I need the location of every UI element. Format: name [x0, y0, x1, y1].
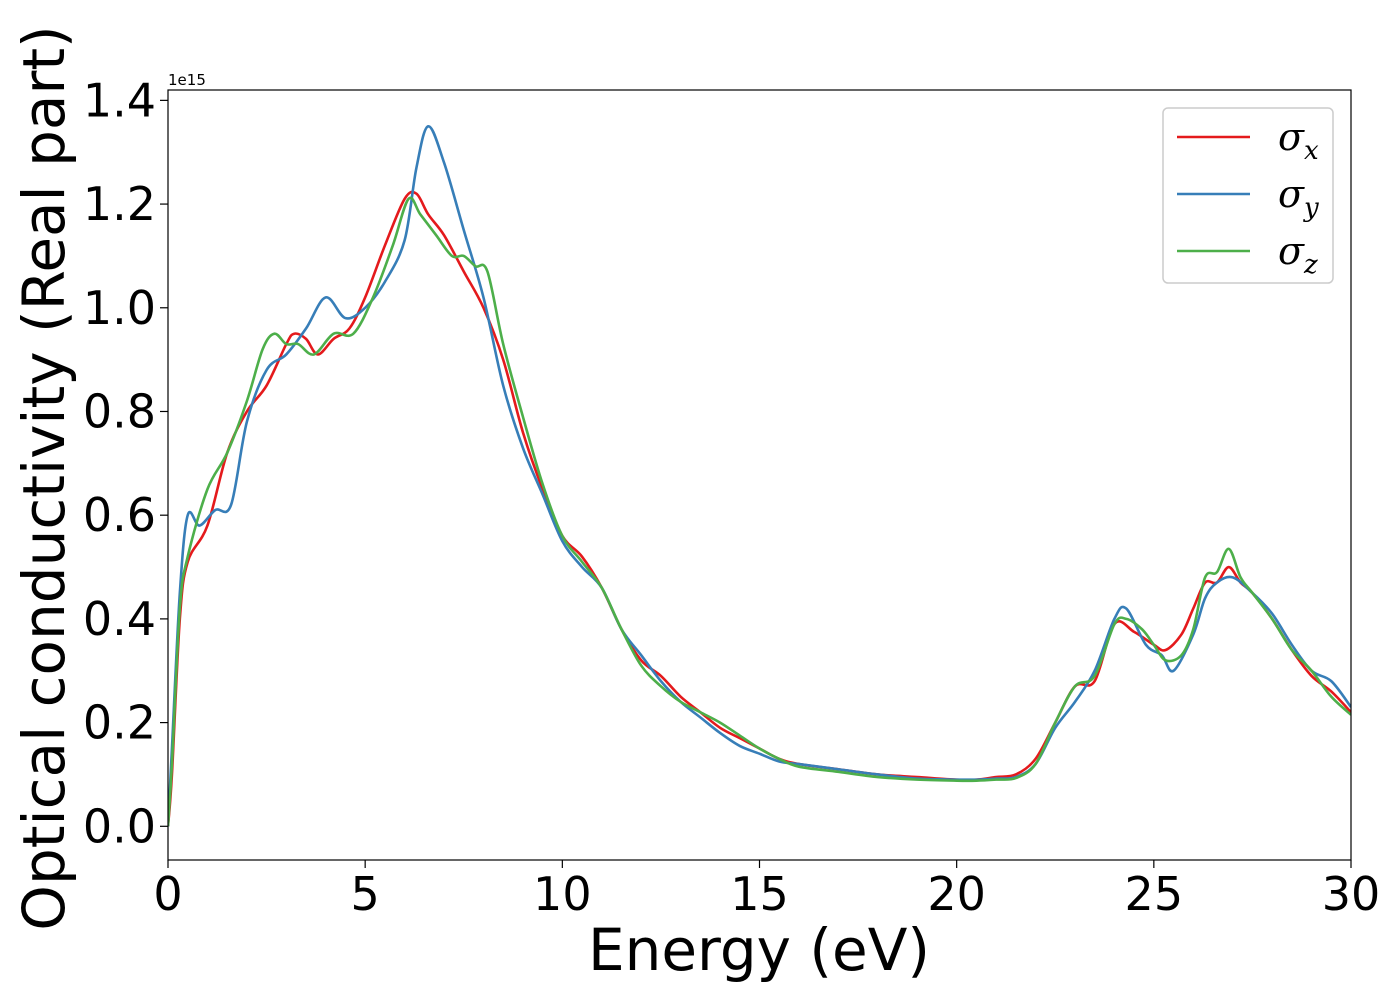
- y-tick-label: 0.6: [83, 488, 156, 542]
- x-tick-label: 5: [351, 867, 380, 921]
- y-tick-label: 1.4: [83, 73, 156, 127]
- x-tick-label: 0: [153, 867, 182, 921]
- y-tick-label: 1.2: [83, 177, 156, 231]
- series-line-z: [168, 196, 1351, 827]
- series-layer: [168, 125, 1351, 827]
- x-tick-label: 10: [533, 867, 592, 921]
- series-line-x: [168, 190, 1351, 827]
- y-axis-label: Optical conductivity (Real part): [10, 25, 78, 930]
- y-tick-label: 0.0: [83, 799, 156, 853]
- x-axis-ticks: 0 5 10 15 20 25 30: [153, 860, 1380, 921]
- x-axis-label: Energy (eV): [588, 916, 930, 984]
- y-axis-ticks: 0.0 0.2 0.4 0.6 0.8 1.0 1.2 1.4: [83, 73, 168, 853]
- legend-box: [1162, 107, 1334, 284]
- y-axis-offset-text: 1e15: [168, 71, 206, 89]
- y-tick-label: 1.0: [83, 281, 156, 335]
- y-tick-label: 0.4: [83, 592, 156, 646]
- x-tick-label: 30: [1322, 867, 1381, 921]
- x-tick-label: 15: [730, 867, 789, 921]
- x-tick-label: 25: [1125, 867, 1184, 921]
- y-tick-label: 0.8: [83, 384, 156, 438]
- y-tick-label: 0.2: [83, 696, 156, 750]
- x-tick-label: 20: [927, 867, 986, 921]
